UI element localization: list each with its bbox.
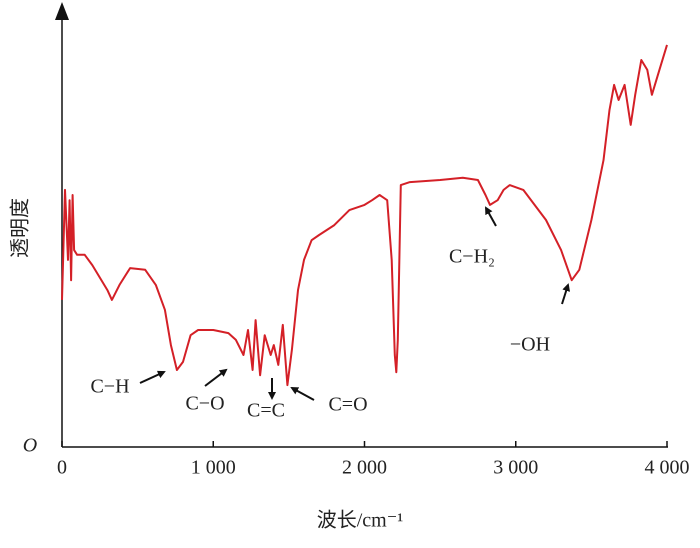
- x-tick-label: 3 000: [493, 457, 538, 479]
- annotation-arrow: [561, 283, 571, 305]
- annotation: −OH: [510, 334, 550, 356]
- annotation-arrow: [204, 368, 228, 387]
- annotation: C−H₂: [449, 246, 495, 268]
- x-axis-label: 波长/cm⁻¹: [317, 509, 404, 532]
- annotation-arrow: [485, 206, 497, 227]
- annotation-arrow: [139, 370, 166, 384]
- x-tick-label: 0: [57, 457, 67, 479]
- origin-label: O: [23, 435, 37, 457]
- spectrum-line: [61, 44, 668, 387]
- annotation: C−O: [185, 393, 224, 415]
- y-axis-arrow: [55, 2, 69, 20]
- y-axis-label: 透明度: [9, 198, 32, 258]
- x-tick-label: 2 000: [342, 457, 387, 479]
- annotation: C=O: [328, 394, 367, 416]
- x-tick-label: 4 000: [645, 457, 690, 479]
- annotation: C−H: [90, 376, 129, 398]
- annotation: C=C: [247, 400, 285, 422]
- x-tick-label: 1 000: [191, 457, 236, 479]
- annotation-arrow: [290, 387, 315, 401]
